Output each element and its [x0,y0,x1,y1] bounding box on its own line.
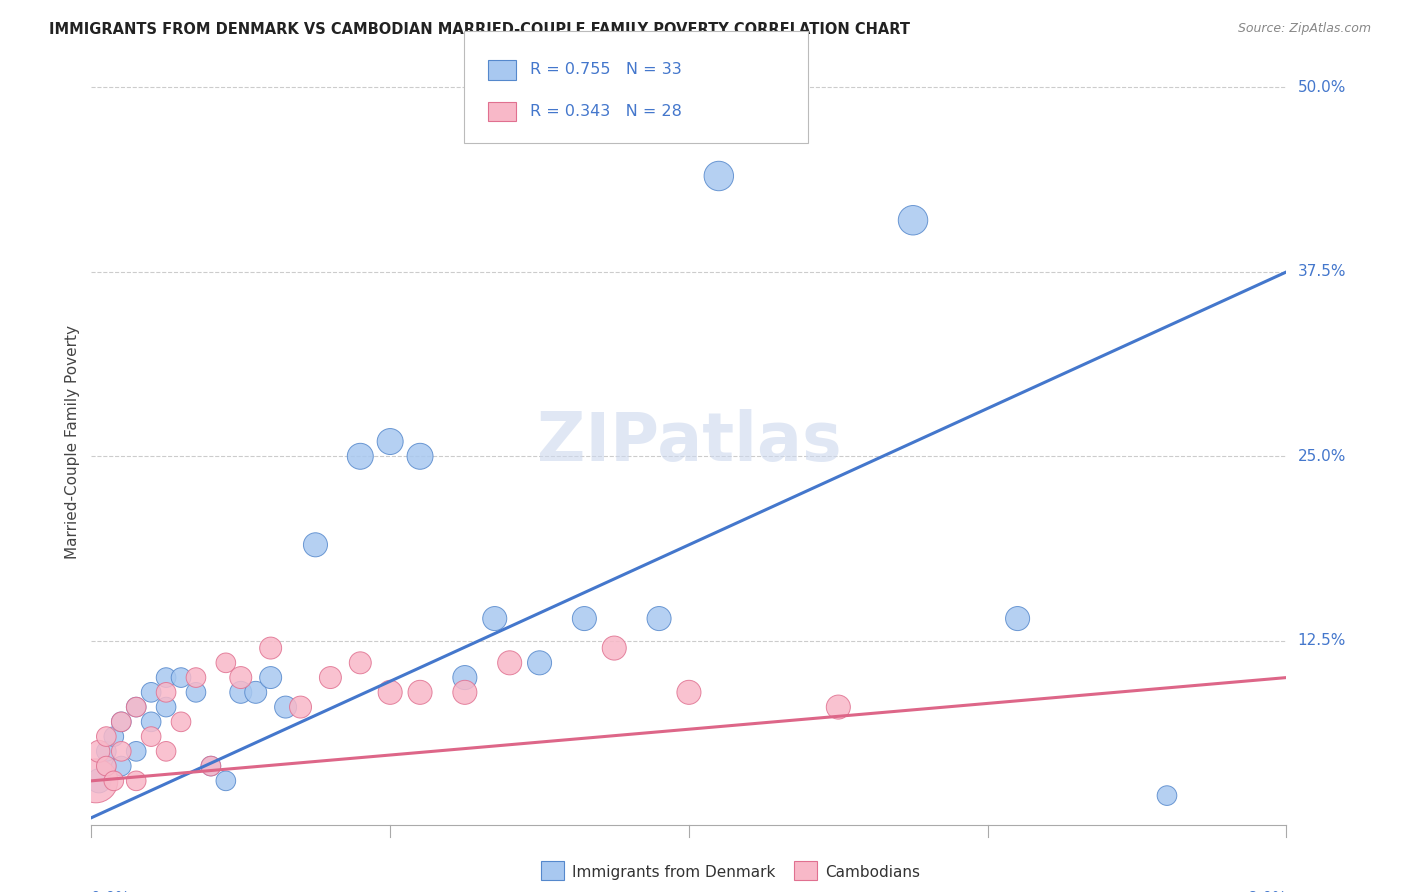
Point [125,773,148,788]
Point [155,671,177,685]
Text: Immigrants from Denmark: Immigrants from Denmark [572,865,776,880]
Point [304,538,326,552]
Point [827,700,849,714]
Point [125,700,148,714]
Point [229,671,252,685]
Point [110,714,132,729]
Y-axis label: Married-Couple Family Poverty: Married-Couple Family Poverty [65,325,80,558]
Point [96,744,118,758]
Point [141,714,162,729]
Point [215,656,238,670]
Point [454,685,477,699]
Point [259,671,281,685]
Point [96,759,118,773]
Point [141,730,162,744]
Point [200,759,222,773]
Point [215,773,238,788]
Point [184,671,207,685]
Point [259,641,281,656]
Text: IMMIGRANTS FROM DENMARK VS CAMBODIAN MARRIED-COUPLE FAMILY POVERTY CORRELATION C: IMMIGRANTS FROM DENMARK VS CAMBODIAN MAR… [49,22,910,37]
Point [200,759,222,773]
Text: 50.0%: 50.0% [1298,80,1346,95]
Point [484,611,506,625]
Text: Cambodians: Cambodians [825,865,921,880]
Text: ZIPatlas: ZIPatlas [537,409,841,475]
Point [378,685,402,699]
Text: 37.5%: 37.5% [1298,264,1346,279]
Point [290,700,312,714]
Text: 25.0%: 25.0% [1298,449,1346,464]
Point [1156,789,1178,803]
Point [103,730,125,744]
Point [87,773,110,788]
Point [170,714,193,729]
Point [678,685,700,699]
Point [1007,611,1029,625]
Point [155,685,177,699]
Point [498,656,520,670]
Point [529,656,551,670]
Point [96,730,118,744]
Point [110,714,132,729]
Point [454,671,477,685]
Text: R = 0.343   N = 28: R = 0.343 N = 28 [530,104,682,119]
Point [245,685,267,699]
Point [409,450,432,464]
Point [155,744,177,758]
Point [84,773,107,788]
Text: R = 0.755   N = 33: R = 0.755 N = 33 [530,62,682,77]
Point [125,700,148,714]
Point [155,700,177,714]
Point [96,759,118,773]
Point [901,213,924,227]
Point [229,685,252,699]
Point [274,700,297,714]
Point [603,641,626,656]
Point [184,685,207,699]
Point [141,685,162,699]
Text: 12.5%: 12.5% [1298,633,1346,648]
Point [409,685,432,699]
Point [170,671,193,685]
Point [103,773,125,788]
Text: Source: ZipAtlas.com: Source: ZipAtlas.com [1237,22,1371,36]
Point [87,744,110,758]
Point [349,656,371,670]
Point [349,450,371,464]
Point [648,611,671,625]
Point [110,759,132,773]
Point [378,434,402,449]
Point [319,671,342,685]
Point [707,169,730,183]
Point [110,744,132,758]
Point [574,611,596,625]
Point [125,744,148,758]
